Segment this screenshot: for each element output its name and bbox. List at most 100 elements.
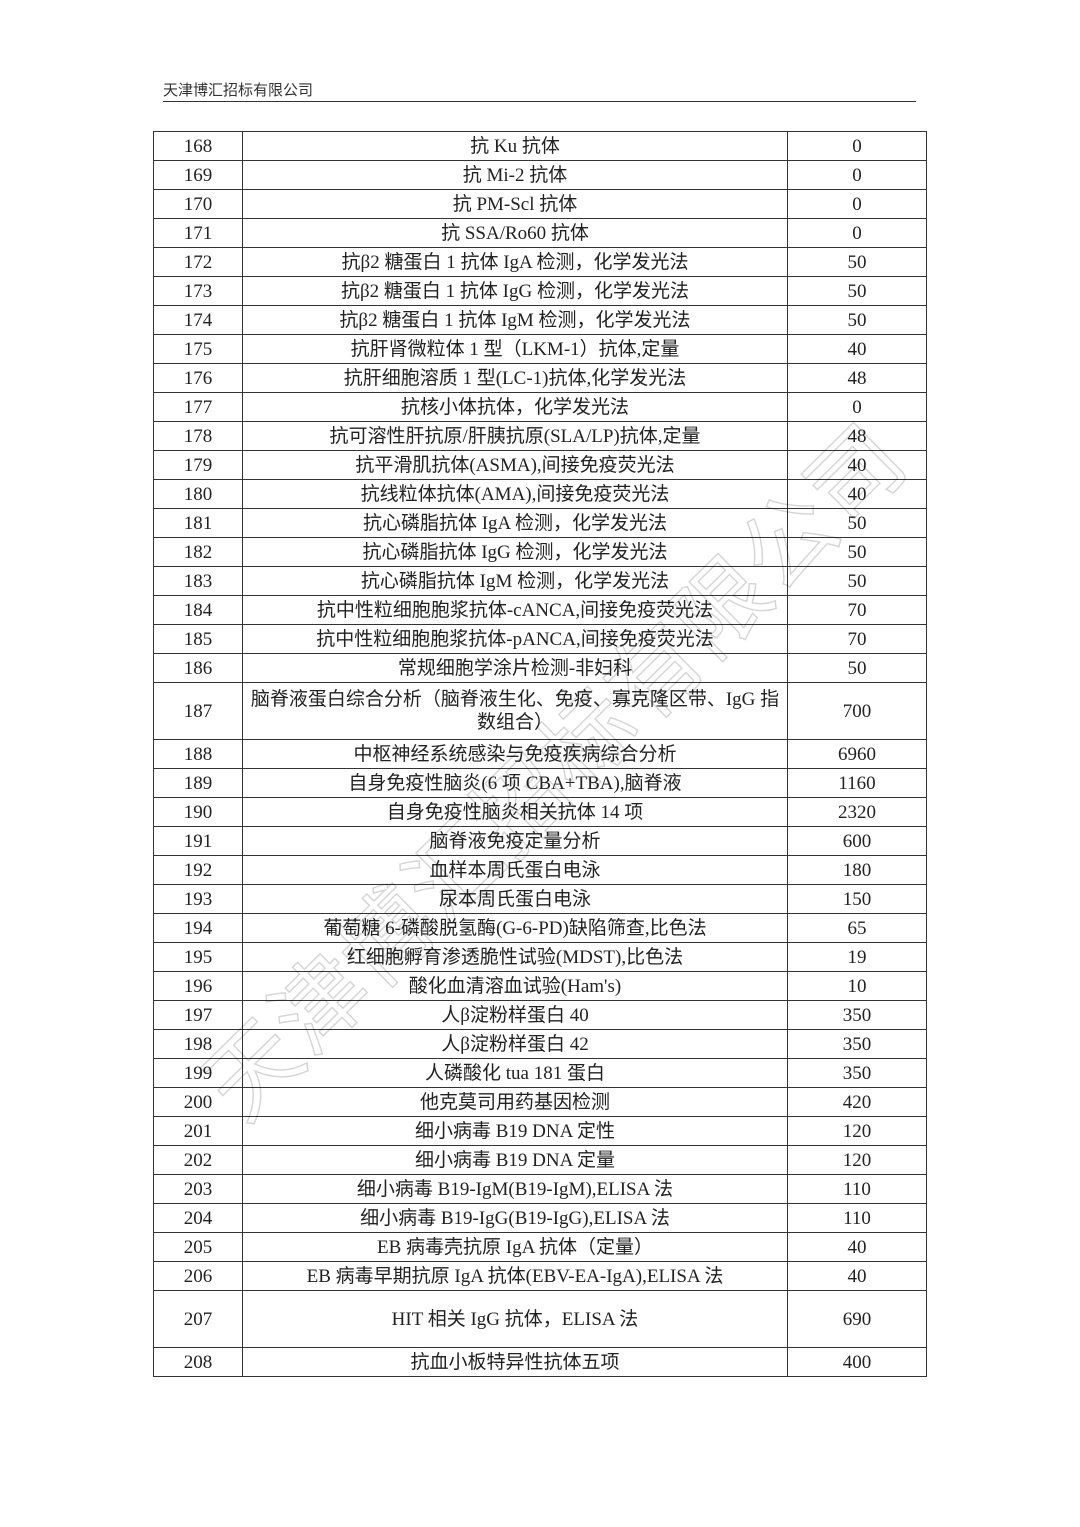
item-name: 抗 Ku 抗体 (242, 131, 788, 161)
item-value: 50 (787, 276, 927, 306)
table-row: 188 中枢神经系统感染与免疫疾病综合分析 6960 (153, 739, 927, 769)
table-row: 193 尿本周氏蛋白电泳 150 (153, 884, 927, 914)
item-name: 自身免疫性脑炎(6 项 CBA+TBA),脑脊液 (242, 768, 788, 798)
item-name: 人磷酸化 tua 181 蛋白 (242, 1058, 788, 1088)
item-name: 抗β2 糖蛋白 1 抗体 IgA 检测，化学发光法 (242, 247, 788, 277)
item-name: 抗 SSA/Ro60 抗体 (242, 218, 788, 248)
table-row: 187 脑脊液蛋白综合分析（脑脊液生化、免疫、寡克隆区带、IgG 指数组合） 700 (153, 682, 927, 740)
item-value: 1160 (787, 768, 927, 798)
table-row: 198 人β淀粉样蛋白 42 350 (153, 1029, 927, 1059)
item-value: 50 (787, 653, 927, 683)
items-table: 168 抗 Ku 抗体 0 169 抗 Mi-2 抗体 0 170 抗 PM-Scl 抗体 0 1… (153, 131, 927, 1377)
row-number: 176 (153, 363, 243, 393)
item-value: 0 (787, 131, 927, 161)
row-number: 201 (153, 1116, 243, 1146)
item-value: 40 (787, 1261, 927, 1291)
item-name: 抗 Mi-2 抗体 (242, 160, 788, 190)
table-row: 201 细小病毒 B19 DNA 定性 120 (153, 1116, 927, 1146)
row-number: 172 (153, 247, 243, 277)
row-number: 195 (153, 942, 243, 972)
table-row: 182 抗心磷脂抗体 IgG 检测，化学发光法 50 (153, 537, 927, 567)
item-name: 抗肝肾微粒体 1 型（LKM-1）抗体,定量 (242, 334, 788, 364)
item-name: 抗中性粒细胞胞浆抗体-pANCA,间接免疫荧光法 (242, 624, 788, 654)
row-number: 185 (153, 624, 243, 654)
item-name: 酸化血清溶血试验(Ham's) (242, 971, 788, 1001)
table-row: 171 抗 SSA/Ro60 抗体 0 (153, 218, 927, 248)
item-name: 脑脊液蛋白综合分析（脑脊液生化、免疫、寡克隆区带、IgG 指数组合） (242, 682, 788, 740)
item-value: 110 (787, 1203, 927, 1233)
item-value: 690 (787, 1290, 927, 1348)
table-row: 176 抗肝细胞溶质 1 型(LC-1)抗体,化学发光法 48 (153, 363, 927, 393)
table-row: 183 抗心磷脂抗体 IgM 检测，化学发光法 50 (153, 566, 927, 596)
item-value: 65 (787, 913, 927, 943)
item-name: 人β淀粉样蛋白 40 (242, 1000, 788, 1030)
item-name: 血样本周氏蛋白电泳 (242, 855, 788, 885)
item-value: 400 (787, 1347, 927, 1377)
row-number: 180 (153, 479, 243, 509)
item-value: 150 (787, 884, 927, 914)
table-row: 185 抗中性粒细胞胞浆抗体-pANCA,间接免疫荧光法 70 (153, 624, 927, 654)
row-number: 170 (153, 189, 243, 219)
item-name: 中枢神经系统感染与免疫疾病综合分析 (242, 739, 788, 769)
table-row: 199 人磷酸化 tua 181 蛋白 350 (153, 1058, 927, 1088)
table-row: 186 常规细胞学涂片检测-非妇科 50 (153, 653, 927, 683)
table-row: 179 抗平滑肌抗体(ASMA),间接免疫荧光法 40 (153, 450, 927, 480)
item-value: 120 (787, 1145, 927, 1175)
row-number: 174 (153, 305, 243, 335)
item-name: 抗心磷脂抗体 IgG 检测，化学发光法 (242, 537, 788, 567)
table-row: 181 抗心磷脂抗体 IgA 检测，化学发光法 50 (153, 508, 927, 538)
item-value: 50 (787, 305, 927, 335)
table-row: 170 抗 PM-Scl 抗体 0 (153, 189, 927, 219)
item-name: 抗线粒体抗体(AMA),间接免疫荧光法 (242, 479, 788, 509)
item-name: 抗血小板特异性抗体五项 (242, 1347, 788, 1377)
table-row: 172 抗β2 糖蛋白 1 抗体 IgA 检测，化学发光法 50 (153, 247, 927, 277)
table-row: 177 抗核小体抗体，化学发光法 0 (153, 392, 927, 422)
row-number: 178 (153, 421, 243, 451)
table-row: 180 抗线粒体抗体(AMA),间接免疫荧光法 40 (153, 479, 927, 509)
item-value: 50 (787, 566, 927, 596)
table-row: 184 抗中性粒细胞胞浆抗体-cANCA,间接免疫荧光法 70 (153, 595, 927, 625)
table-row: 192 血样本周氏蛋白电泳 180 (153, 855, 927, 885)
table-row: 194 葡萄糖 6-磷酸脱氢酶(G-6-PD)缺陷筛查,比色法 65 (153, 913, 927, 943)
row-number: 208 (153, 1347, 243, 1377)
row-number: 191 (153, 826, 243, 856)
table-row: 208 抗血小板特异性抗体五项 400 (153, 1347, 927, 1377)
row-number: 175 (153, 334, 243, 364)
item-name: 细小病毒 B19-IgG(B19-IgG),ELISA 法 (242, 1203, 788, 1233)
item-value: 48 (787, 363, 927, 393)
item-value: 0 (787, 392, 927, 422)
item-name: 抗 PM-Scl 抗体 (242, 189, 788, 219)
row-number: 205 (153, 1232, 243, 1262)
item-value: 40 (787, 479, 927, 509)
item-name: 抗肝细胞溶质 1 型(LC-1)抗体,化学发光法 (242, 363, 788, 393)
item-value: 70 (787, 595, 927, 625)
item-value: 6960 (787, 739, 927, 769)
row-number: 173 (153, 276, 243, 306)
item-value: 0 (787, 189, 927, 219)
row-number: 196 (153, 971, 243, 1001)
table-row: 168 抗 Ku 抗体 0 (153, 131, 927, 161)
item-name: 尿本周氏蛋白电泳 (242, 884, 788, 914)
item-value: 350 (787, 1029, 927, 1059)
item-name: EB 病毒早期抗原 IgA 抗体(EBV-EA-IgA),ELISA 法 (242, 1261, 788, 1291)
item-name: EB 病毒壳抗原 IgA 抗体（定量） (242, 1232, 788, 1262)
row-number: 169 (153, 160, 243, 190)
item-value: 48 (787, 421, 927, 451)
row-number: 197 (153, 1000, 243, 1030)
row-number: 188 (153, 739, 243, 769)
table-row: 207 HIT 相关 IgG 抗体，ELISA 法 690 (153, 1290, 927, 1348)
row-number: 199 (153, 1058, 243, 1088)
row-number: 190 (153, 797, 243, 827)
table-row: 205 EB 病毒壳抗原 IgA 抗体（定量） 40 (153, 1232, 927, 1262)
item-name: 自身免疫性脑炎相关抗体 14 项 (242, 797, 788, 827)
row-number: 203 (153, 1174, 243, 1204)
row-number: 189 (153, 768, 243, 798)
table-row: 175 抗肝肾微粒体 1 型（LKM-1）抗体,定量 40 (153, 334, 927, 364)
item-value: 2320 (787, 797, 927, 827)
table-row: 189 自身免疫性脑炎(6 项 CBA+TBA),脑脊液 1160 (153, 768, 927, 798)
row-number: 207 (153, 1290, 243, 1348)
row-number: 183 (153, 566, 243, 596)
table-row: 203 细小病毒 B19-IgM(B19-IgM),ELISA 法 110 (153, 1174, 927, 1204)
table-row: 191 脑脊液免疫定量分析 600 (153, 826, 927, 856)
